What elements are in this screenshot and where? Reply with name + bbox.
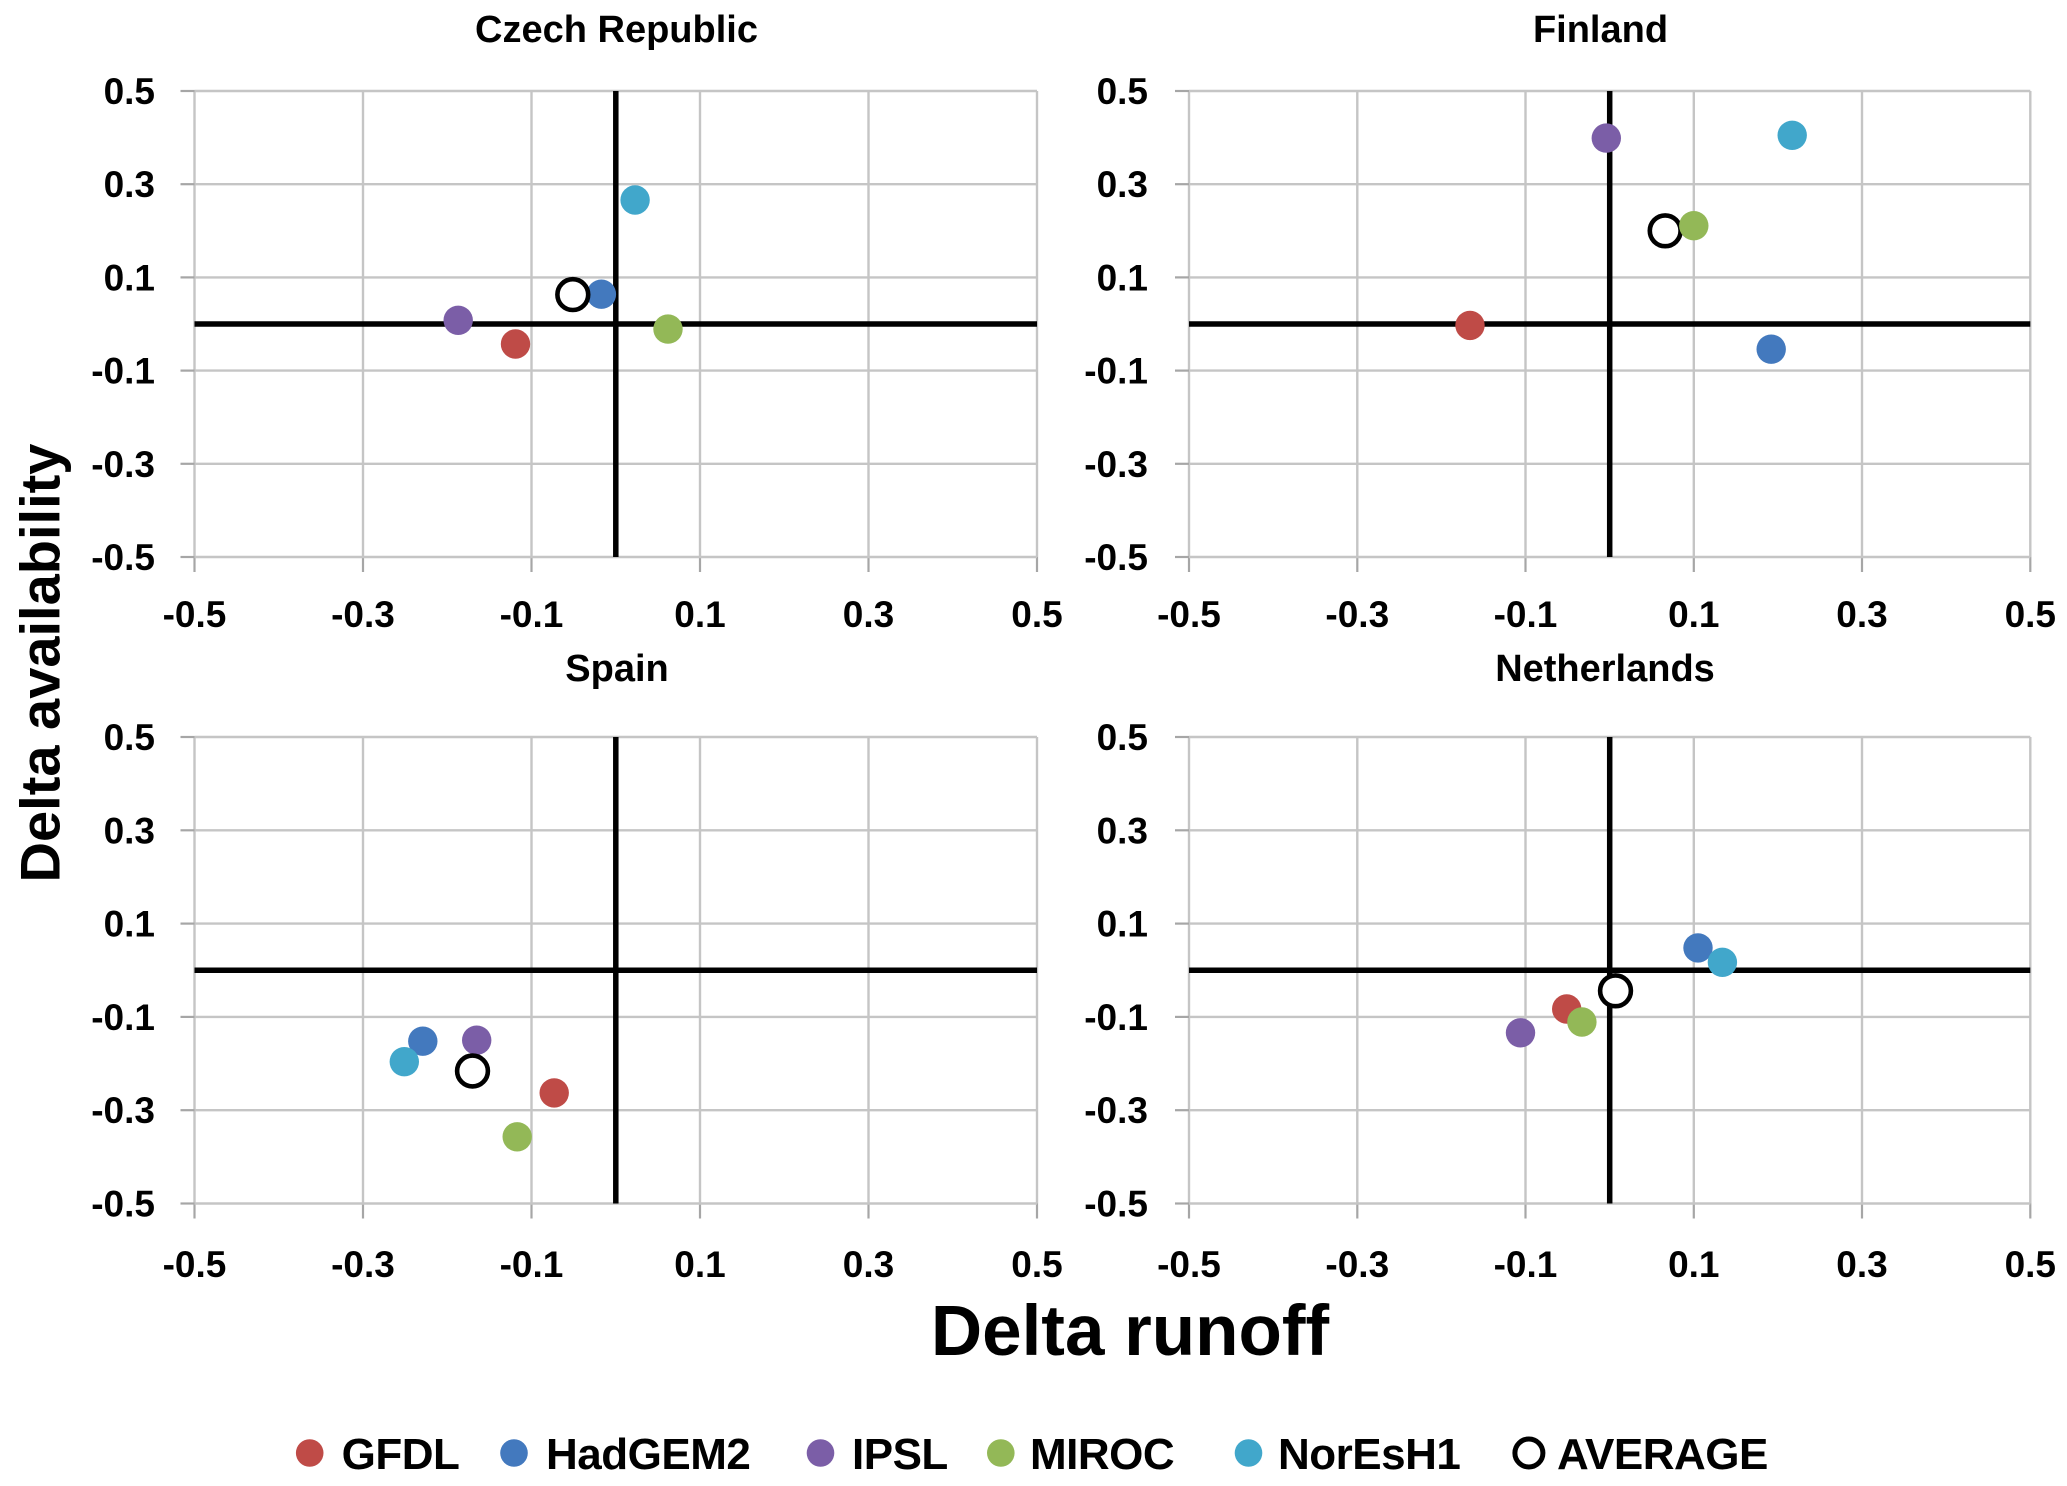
svg-text:IPSL: IPSL: [852, 1430, 948, 1479]
svg-text:-0.1: -0.1: [1494, 594, 1558, 635]
svg-text:-0.1: -0.1: [1494, 1244, 1558, 1285]
svg-text:-0.5: -0.5: [91, 537, 155, 578]
svg-text:-0.1: -0.1: [1084, 997, 1148, 1038]
svg-text:Czech Republic: Czech Republic: [475, 9, 758, 51]
svg-text:0.1: 0.1: [674, 1244, 725, 1285]
svg-text:-0.5: -0.5: [1084, 537, 1148, 578]
svg-text:-0.3: -0.3: [331, 594, 395, 635]
svg-text:NorEsH1: NorEsH1: [1278, 1430, 1460, 1479]
svg-text:0.3: 0.3: [104, 164, 155, 205]
svg-text:0.5: 0.5: [1097, 71, 1148, 112]
svg-text:-0.1: -0.1: [500, 594, 564, 635]
svg-text:0.3: 0.3: [843, 1244, 894, 1285]
svg-text:0.3: 0.3: [1836, 594, 1887, 635]
svg-text:-0.5: -0.5: [163, 594, 227, 635]
svg-text:Finland: Finland: [1533, 9, 1668, 51]
svg-text:Netherlands: Netherlands: [1495, 648, 1715, 690]
svg-text:0.3: 0.3: [104, 810, 155, 851]
svg-text:0.1: 0.1: [1668, 594, 1719, 635]
svg-text:0.5: 0.5: [104, 717, 155, 758]
svg-text:0.5: 0.5: [104, 71, 155, 112]
svg-text:-0.3: -0.3: [1325, 594, 1389, 635]
svg-text:0.1: 0.1: [1668, 1244, 1719, 1285]
svg-text:0.3: 0.3: [1097, 164, 1148, 205]
svg-text:-0.5: -0.5: [1157, 1244, 1221, 1285]
svg-text:0.5: 0.5: [1011, 594, 1062, 635]
svg-text:0.3: 0.3: [1097, 810, 1148, 851]
svg-text:0.5: 0.5: [2005, 594, 2056, 635]
svg-text:Spain: Spain: [565, 648, 668, 690]
svg-text:-0.5: -0.5: [1084, 1184, 1148, 1225]
svg-text:Delta availability: Delta availability: [9, 444, 72, 883]
svg-text:-0.1: -0.1: [500, 1244, 564, 1285]
svg-text:0.1: 0.1: [674, 594, 725, 635]
svg-text:0.5: 0.5: [1097, 717, 1148, 758]
svg-text:-0.1: -0.1: [91, 997, 155, 1038]
svg-text:AVERAGE: AVERAGE: [1557, 1430, 1768, 1479]
svg-text:0.1: 0.1: [1097, 257, 1148, 298]
svg-text:0.1: 0.1: [104, 904, 155, 945]
svg-text:-0.5: -0.5: [1157, 594, 1221, 635]
svg-text:-0.3: -0.3: [91, 1090, 155, 1131]
svg-text:0.1: 0.1: [1097, 904, 1148, 945]
svg-text:0.5: 0.5: [2005, 1244, 2056, 1285]
svg-text:-0.3: -0.3: [1084, 444, 1148, 485]
svg-text:-0.1: -0.1: [1084, 351, 1148, 392]
svg-text:HadGEM2: HadGEM2: [546, 1430, 750, 1479]
svg-text:-0.3: -0.3: [91, 444, 155, 485]
svg-text:-0.5: -0.5: [163, 1244, 227, 1285]
svg-text:Delta runoff: Delta runoff: [931, 1292, 1330, 1371]
svg-text:0.1: 0.1: [104, 257, 155, 298]
svg-text:-0.5: -0.5: [91, 1184, 155, 1225]
svg-text:GFDL: GFDL: [342, 1430, 460, 1479]
svg-text:0.3: 0.3: [843, 594, 894, 635]
svg-text:-0.3: -0.3: [331, 1244, 395, 1285]
svg-text:-0.3: -0.3: [1325, 1244, 1389, 1285]
svg-text:0.5: 0.5: [1011, 1244, 1062, 1285]
svg-text:0.3: 0.3: [1836, 1244, 1887, 1285]
svg-text:-0.1: -0.1: [91, 351, 155, 392]
svg-text:-0.3: -0.3: [1084, 1090, 1148, 1131]
svg-text:MIROC: MIROC: [1030, 1430, 1174, 1479]
